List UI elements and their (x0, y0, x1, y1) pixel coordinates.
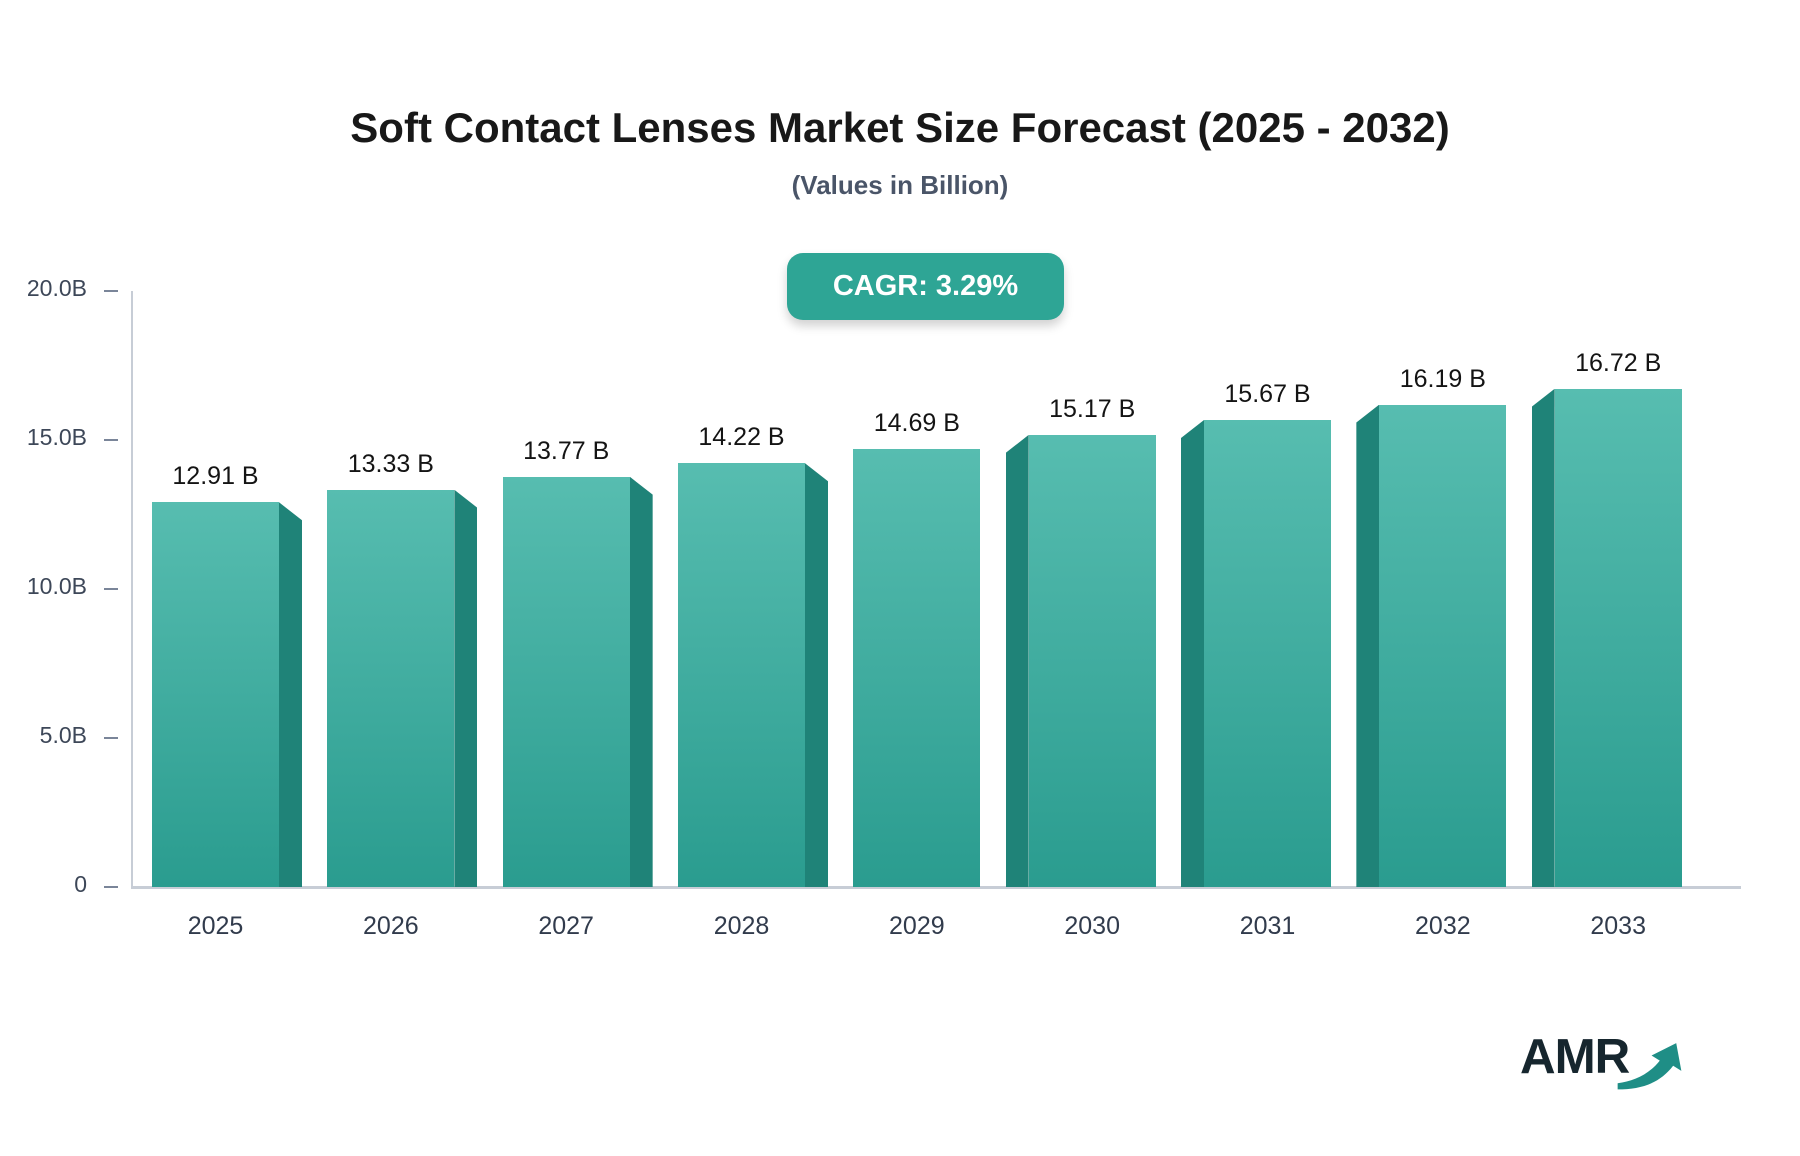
svg-text:AMR: AMR (1520, 1029, 1630, 1084)
